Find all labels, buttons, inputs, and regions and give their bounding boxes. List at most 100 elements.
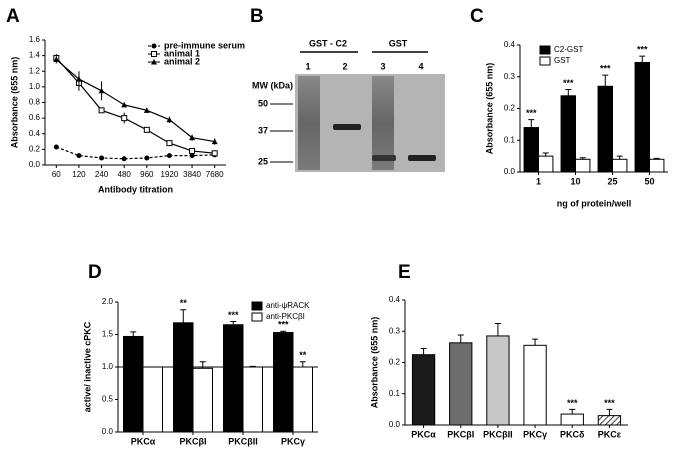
x-tick-label: 10 bbox=[570, 176, 580, 186]
error-bar bbox=[280, 330, 287, 333]
gel-band bbox=[333, 124, 361, 130]
error-bar bbox=[230, 321, 237, 325]
panel-letter: C bbox=[470, 6, 484, 27]
lane-label: 1 bbox=[305, 61, 310, 71]
y-tick-label: 0.6 bbox=[29, 113, 41, 122]
series-line bbox=[55, 57, 215, 154]
legend-label: C2-GST bbox=[554, 45, 583, 54]
x-tick-label: PKCα bbox=[411, 429, 436, 439]
y-axis-label: Absorbance (655 nm) bbox=[484, 63, 494, 155]
y-axis-label: Absorbance (655 nm) bbox=[369, 317, 379, 409]
legend-label: anti-ψRACK bbox=[266, 301, 310, 310]
mw-marker: 25 bbox=[258, 156, 268, 166]
legend-label: animal 2 bbox=[164, 56, 200, 66]
y-tick-label: 0.0 bbox=[102, 427, 114, 436]
y-tick-label: 0.0 bbox=[389, 420, 401, 429]
legend-label: animal 1 bbox=[164, 48, 200, 58]
y-tick-label: 1.6 bbox=[29, 35, 41, 44]
point bbox=[151, 59, 157, 65]
y-tick-label: 0.8 bbox=[29, 98, 41, 107]
y-tick-label: 1.2 bbox=[29, 66, 41, 75]
point bbox=[151, 43, 157, 49]
point bbox=[211, 138, 218, 145]
y-tick-label: 0.1 bbox=[504, 135, 516, 144]
bar bbox=[560, 95, 577, 173]
bar bbox=[575, 158, 591, 173]
x-tick-label: PKCε bbox=[598, 429, 622, 439]
point bbox=[189, 153, 195, 159]
x-tick-label: 7680 bbox=[206, 170, 224, 179]
point bbox=[211, 150, 218, 157]
x-tick-label: 480 bbox=[118, 170, 132, 179]
point bbox=[99, 155, 105, 161]
y-tick-label: 0.4 bbox=[389, 295, 401, 304]
gel-group-label: GST - C2 bbox=[309, 38, 347, 48]
bar bbox=[560, 413, 584, 426]
x-tick-label: 1 bbox=[536, 176, 541, 186]
error-bar bbox=[606, 408, 613, 416]
error-bar bbox=[180, 309, 187, 323]
bar bbox=[273, 332, 294, 433]
x-tick-label: PKCβI bbox=[180, 436, 207, 446]
error-bar bbox=[569, 408, 576, 415]
bar bbox=[634, 61, 651, 173]
significance-label: *** bbox=[563, 78, 574, 88]
x-tick-label: 960 bbox=[140, 170, 154, 179]
gel-panel: B GST - C2 GST 1 2 3 4 MW (kDa) 50 37 25 bbox=[250, 6, 445, 172]
y-tick-label: 2.0 bbox=[102, 297, 114, 306]
gel-lane bbox=[372, 76, 394, 170]
panel-letter: B bbox=[250, 6, 264, 27]
legend-swatch bbox=[539, 45, 551, 55]
significance-label: *** bbox=[526, 108, 537, 118]
bar bbox=[597, 85, 614, 173]
y-tick-label: 0.3 bbox=[389, 326, 401, 335]
error-bar bbox=[420, 347, 427, 355]
significance-label: ** bbox=[180, 298, 188, 308]
x-tick-label: PKCβII bbox=[228, 436, 258, 446]
x-tick-label: PKCβII bbox=[483, 429, 513, 439]
x-tick-label: 240 bbox=[95, 170, 109, 179]
y-tick-label: 1.0 bbox=[102, 362, 114, 371]
mw-marker: 37 bbox=[258, 125, 268, 135]
point bbox=[189, 147, 196, 154]
point bbox=[121, 101, 128, 108]
point bbox=[166, 116, 173, 123]
y-tick-label: 0.2 bbox=[29, 144, 41, 153]
panel-letter: E bbox=[398, 262, 411, 283]
x-tick-label: 1920 bbox=[161, 170, 179, 179]
y-tick-label: 0.0 bbox=[29, 160, 41, 169]
x-axis-label: Antibody titration bbox=[98, 184, 173, 194]
error-bar bbox=[565, 88, 572, 96]
point bbox=[121, 156, 127, 162]
x-tick-label: PKCγ bbox=[523, 429, 547, 439]
point bbox=[98, 107, 105, 114]
point bbox=[53, 144, 59, 150]
x-tick-label: 60 bbox=[52, 170, 61, 179]
significance-label: *** bbox=[600, 64, 611, 74]
gel-lane bbox=[298, 76, 320, 170]
significance-label: *** bbox=[228, 310, 239, 320]
lane-label: 4 bbox=[418, 61, 423, 71]
error-bar bbox=[542, 152, 549, 157]
significance-label: *** bbox=[604, 398, 615, 408]
series-line bbox=[55, 59, 215, 143]
point bbox=[189, 134, 196, 141]
significance-label: *** bbox=[278, 320, 289, 330]
error-bar bbox=[130, 331, 137, 337]
y-axis-label: active/ inactive cPKC bbox=[82, 321, 92, 412]
error-bar bbox=[532, 338, 539, 346]
significance-label: ** bbox=[299, 350, 307, 360]
bar bbox=[649, 158, 665, 173]
bar bbox=[223, 324, 244, 433]
error-bar bbox=[494, 322, 501, 336]
bar bbox=[123, 335, 144, 433]
x-tick-label: 3840 bbox=[183, 170, 201, 179]
point bbox=[143, 107, 150, 113]
error-bar bbox=[616, 155, 623, 160]
point bbox=[76, 153, 82, 159]
y-tick-label: 0.2 bbox=[504, 104, 516, 113]
x-tick-label: PKCδ bbox=[560, 429, 585, 439]
panel-letter: D bbox=[88, 262, 102, 283]
y-tick-label: 0.4 bbox=[504, 40, 516, 49]
